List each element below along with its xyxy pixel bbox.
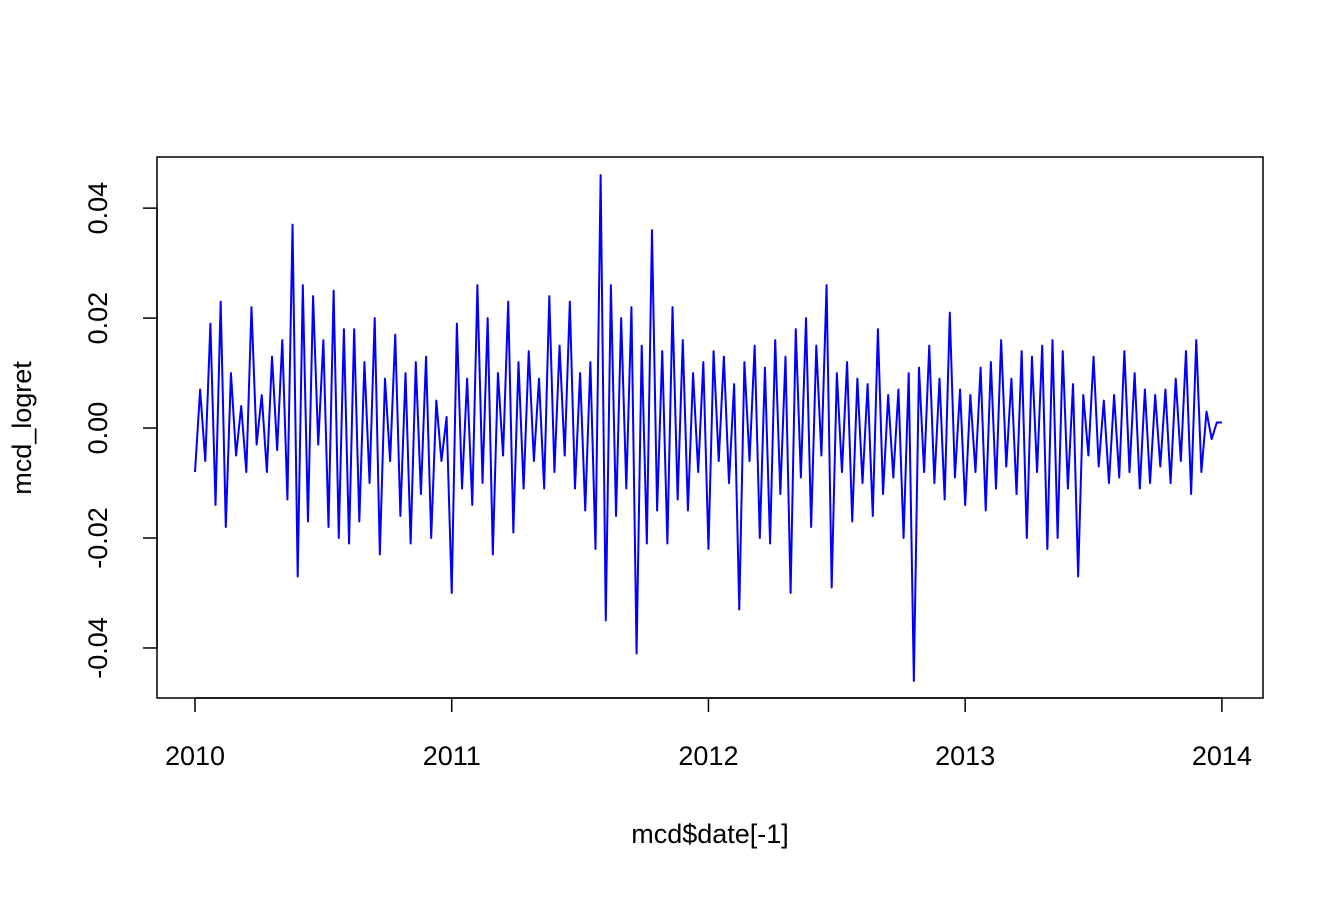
x-tick-label: 2011 xyxy=(423,741,481,771)
y-axis-label: mcd_logret xyxy=(7,361,37,495)
y-tick-label: 0.00 xyxy=(83,402,113,455)
x-tick-label: 2012 xyxy=(678,741,738,771)
x-tick-label: 2013 xyxy=(935,741,995,771)
x-tick-label: 2010 xyxy=(165,741,225,771)
y-tick-label: 0.04 xyxy=(83,182,113,235)
y-tick-label: 0.02 xyxy=(83,292,113,345)
x-axis-label: mcd$date[-1] xyxy=(631,819,789,849)
y-tick-label: -0.04 xyxy=(83,617,113,679)
y-tick-label: -0.02 xyxy=(83,507,113,569)
x-tick-label: 2014 xyxy=(1192,741,1252,771)
data-line xyxy=(194,174,1222,682)
